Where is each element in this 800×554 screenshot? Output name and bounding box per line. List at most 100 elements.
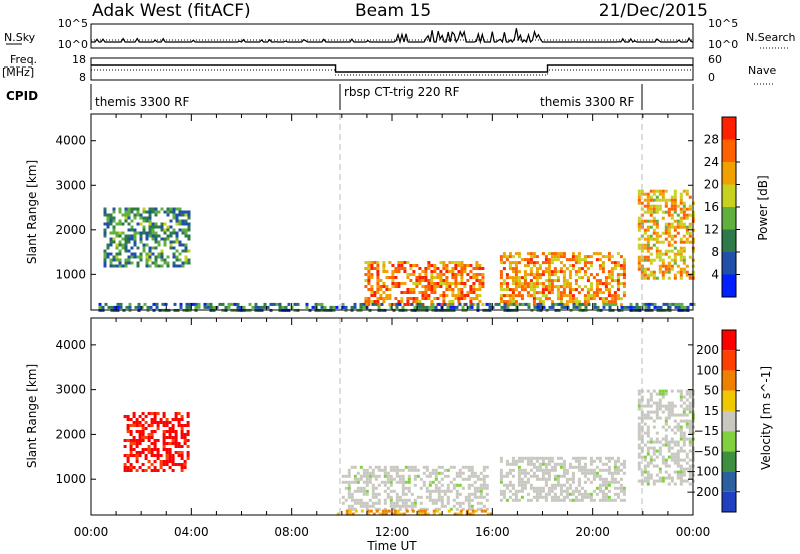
heatmap-cell [183, 433, 187, 436]
heatmap-cell [568, 465, 572, 469]
heatmap-cell [106, 255, 110, 259]
heatmap-cell [118, 231, 122, 235]
heatmap-cell [661, 252, 665, 256]
heatmap-cell [174, 439, 178, 442]
heatmap-cell [367, 288, 371, 291]
heatmap-cell [661, 264, 665, 268]
heatmap-cell [127, 213, 131, 217]
heatmap-cell [499, 261, 503, 265]
heatmap-cell [150, 454, 154, 457]
heatmap-cell [382, 300, 386, 303]
heatmap-cell [670, 437, 674, 441]
heatmap-cell [178, 258, 182, 262]
heatmap-cell [169, 225, 173, 229]
heatmap-cell [571, 492, 575, 496]
heatmap-cell [404, 465, 408, 469]
heatmap-cell [658, 264, 662, 268]
heatmap-cell [559, 291, 563, 295]
heatmap-cell [448, 282, 452, 285]
heatmap-cell [404, 486, 408, 490]
heatmap-cell [437, 471, 441, 475]
heatmap-cell [649, 440, 653, 444]
heatmap-cell [424, 285, 428, 288]
heatmap-cell [511, 498, 515, 502]
heatmap-cell [688, 195, 692, 199]
heatmap-cell [320, 302, 324, 306]
heatmap-cell [673, 201, 677, 205]
heatmap-cell [129, 454, 133, 457]
heatmap-cell [171, 463, 175, 466]
heatmap-cell [649, 234, 653, 238]
heatmap-cell [379, 285, 383, 288]
heatmap-cell [674, 305, 678, 309]
heatmap-cell [180, 466, 184, 469]
heatmap-cell [640, 413, 644, 417]
heatmap-cell [347, 474, 351, 478]
heatmap-cell [180, 427, 184, 430]
heatmap-cell [688, 401, 692, 405]
heatmap-cell [478, 285, 482, 288]
heatmap-cell [652, 458, 656, 462]
heatmap-cell [598, 486, 602, 490]
heatmap-cell [679, 431, 683, 435]
heatmap-cell [622, 465, 626, 469]
heatmap-cell [655, 207, 659, 211]
heatmap-cell [505, 294, 509, 298]
heatmap-cell [452, 486, 456, 490]
heatmap-cell [150, 469, 154, 472]
heatmap-cell [505, 474, 509, 478]
heatmap-cell [499, 270, 503, 274]
heatmap-cell [133, 231, 137, 235]
heatmap-cell [165, 418, 169, 421]
heatmap-cell [682, 213, 686, 217]
heatmap-cell [171, 454, 175, 457]
heatmap-cell [476, 302, 480, 306]
heatmap-cell [670, 216, 674, 220]
heatmap-cell [667, 416, 671, 420]
heatmap-cell [141, 424, 145, 427]
heatmap-cell [178, 207, 182, 211]
heatmap-cell [177, 442, 181, 445]
heatmap-cell [434, 486, 438, 490]
heatmap-cell [520, 285, 524, 289]
heatmap-cell [452, 477, 456, 481]
heatmap-cell [115, 252, 119, 256]
heatmap-cell [135, 451, 139, 454]
heatmap-cell [404, 501, 408, 505]
heatmap-cell [104, 302, 108, 306]
heatmap-cell [141, 427, 145, 430]
heatmap-cell [604, 288, 608, 292]
heatmap-cell [445, 270, 449, 273]
heatmap-cell [562, 288, 566, 292]
heatmap-cell [398, 507, 402, 511]
heatmap-cell [560, 302, 564, 306]
heatmap-cell [184, 243, 188, 247]
heatmap-cell [478, 264, 482, 267]
heatmap-cell [187, 261, 191, 265]
heatmap-cell [469, 300, 473, 303]
heatmap-cell [547, 459, 551, 463]
heatmap-cell [427, 285, 431, 288]
heatmap-cell [175, 255, 179, 259]
heatmap-cell [433, 270, 437, 273]
heatmap-cell [562, 294, 566, 298]
heatmap-cell [685, 207, 689, 211]
heatmap-cell [138, 421, 142, 424]
heatmap-cell [455, 483, 459, 487]
heatmap-cell [575, 305, 579, 309]
heatmap-cell [173, 302, 177, 306]
heatmap-cell [188, 305, 192, 309]
heatmap-cell [452, 465, 456, 469]
heatmap-cell [574, 255, 578, 259]
heatmap-cell [541, 468, 545, 472]
heatmap-cell [148, 216, 152, 220]
heatmap-cell [430, 282, 434, 285]
heatmap-cell [673, 461, 677, 465]
heatmap-cell [532, 255, 536, 259]
heatmap-cell [670, 222, 674, 226]
heatmap-cell [682, 222, 686, 226]
y-tick-label: 4000 [55, 338, 86, 352]
heatmap-cell [494, 302, 498, 306]
heatmap-cell [502, 279, 506, 283]
heatmap-cell [673, 431, 677, 435]
